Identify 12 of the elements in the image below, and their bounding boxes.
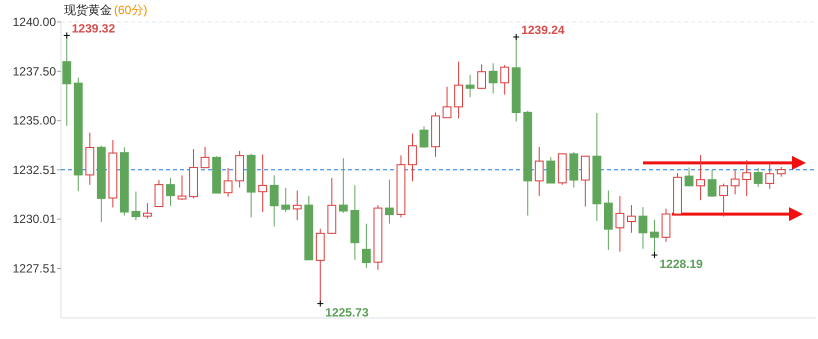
y-tick-label: 1227.51 [12,261,56,276]
y-tick-label: 1235.00 [12,114,56,128]
y-tick-label: 1230.01 [12,212,56,226]
chart-title: 现货黄金 [64,3,112,17]
chart-subtitle: (60分) [114,3,148,17]
annotation: 1228.19 [659,257,704,272]
y-tick-label: 1232.51 [12,162,56,177]
annotation: 1239.24 [521,22,565,37]
y-tick-label: 1237.50 [12,64,56,78]
annotation: 1225.73 [325,306,369,320]
annotation: 1239.32 [72,21,116,36]
y-tick-label: 1240.00 [12,15,56,29]
